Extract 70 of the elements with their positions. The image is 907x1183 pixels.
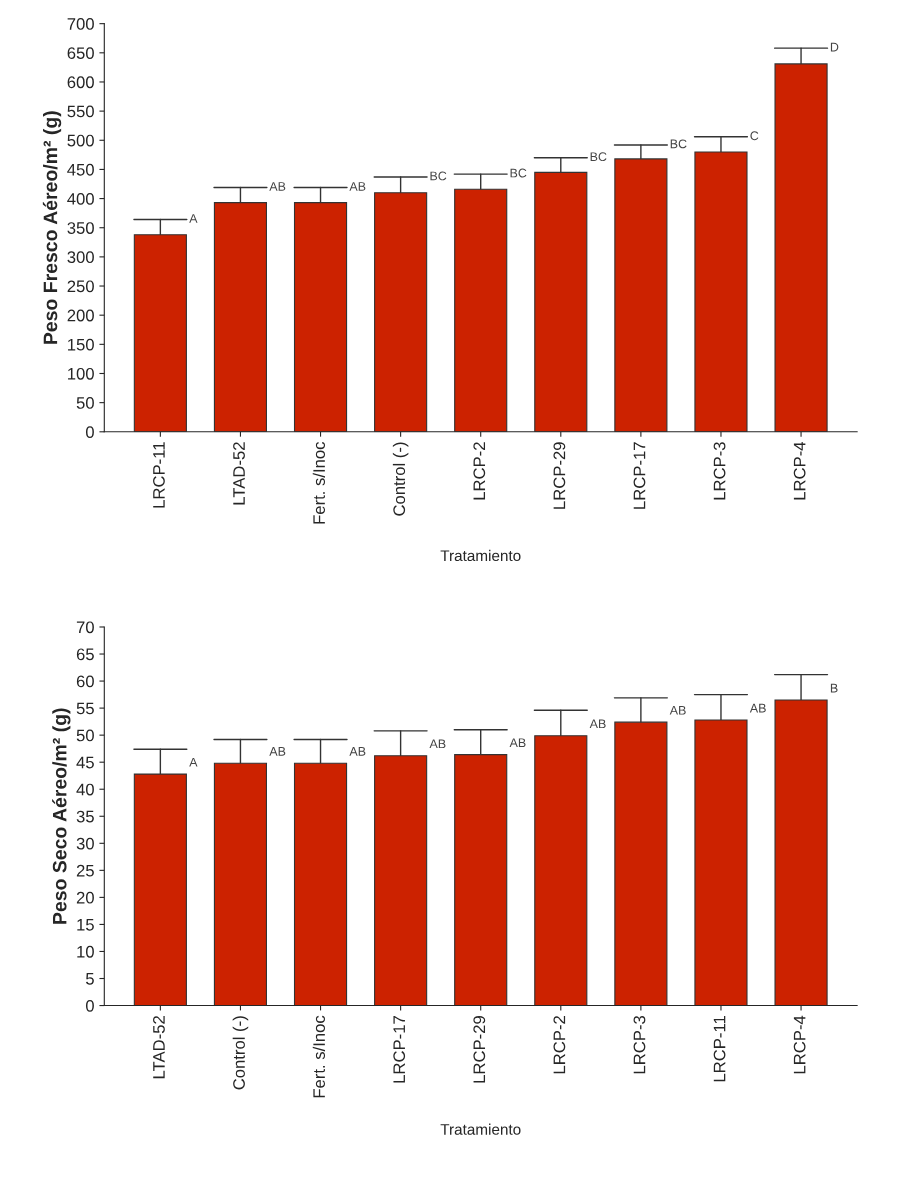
annotation: A: [189, 214, 198, 223]
y-tick-label: 500: [67, 134, 94, 147]
x-tick-label: LRCP-4: [793, 442, 806, 500]
x-tick-label: LRCP-17: [633, 442, 646, 509]
y-tick-label: 350: [67, 222, 94, 234]
annotation: D: [830, 42, 839, 52]
y-tick-label: 0: [85, 426, 94, 438]
annotation: C: [750, 131, 759, 141]
annotation: AB: [349, 747, 366, 756]
y-tick-label: 400: [67, 192, 94, 205]
x-tick-label: Fert. s/Inoc: [312, 1015, 326, 1098]
y-tick-label: 50: [76, 397, 94, 409]
y-tick-label: 650: [67, 47, 94, 60]
x-tick-label: LRCP-2: [473, 442, 486, 500]
y-tick-label: 600: [67, 76, 94, 89]
annotation: AB: [749, 703, 766, 713]
y-tick-label: 100: [68, 367, 94, 380]
y-tick-label: 5: [85, 973, 94, 985]
x-tick-label: LTAD-52: [153, 1016, 165, 1079]
y-tick-label: 250: [67, 280, 94, 293]
y-tick-label: 35: [76, 810, 94, 823]
y-tick-label: 450: [67, 163, 94, 176]
annotation: AB: [349, 182, 366, 191]
x-tick-label: LRCP-3: [713, 442, 726, 500]
annotation: AB: [509, 738, 526, 748]
y-tick-label: 25: [76, 864, 94, 877]
y-tick-label: 15: [77, 919, 94, 931]
y-tick-label: 700: [67, 18, 94, 30]
y-tick-label: 300: [67, 251, 94, 264]
y-tick-label: 40: [76, 783, 94, 796]
x-tick-label: LRCP-4: [793, 1015, 806, 1074]
annotation: AB: [589, 719, 606, 729]
x-tick-label: LRCP-3: [633, 1016, 646, 1074]
annotation: AB: [669, 705, 686, 715]
y-tick-label: 45: [76, 756, 94, 769]
x-tick-label: LRCP-29: [473, 1016, 486, 1083]
annotation: A: [189, 757, 198, 767]
annotation: BC: [510, 168, 527, 178]
x-tick-label: LRCP-29: [553, 442, 566, 509]
annotation: BC: [590, 152, 607, 162]
y-tick-label: 65: [76, 648, 94, 661]
x-axis-title: Tratamiento: [440, 549, 521, 562]
x-tick-label: LTAD-52: [233, 442, 245, 505]
y-tick-label: 200: [67, 309, 94, 322]
annotation: BC: [670, 139, 687, 149]
annotation: AB: [269, 747, 286, 756]
x-tick-label: Fert. s/Inoc: [312, 441, 326, 524]
y-tick-label: 30: [76, 837, 94, 850]
x-tick-label: LRCP-11: [153, 442, 165, 508]
y-axis-title: Peso Seco Aéreo/m² (g): [52, 708, 71, 924]
x-tick-label: LRCP-17: [393, 1016, 406, 1083]
y-tick-label: 0: [85, 999, 94, 1012]
y-tick-label: 20: [76, 891, 94, 904]
y-tick-label: 50: [76, 729, 94, 742]
annotation: BC: [430, 171, 447, 181]
y-tick-label: 10: [77, 945, 94, 958]
y-tick-label: 55: [76, 702, 94, 715]
y-tick-label: 150: [68, 338, 94, 351]
y-axis-title: Peso Fresco Aéreo/m² (g): [42, 111, 62, 344]
x-axis-title: Tratamiento: [440, 1123, 521, 1135]
y-tick-label: 60: [76, 675, 94, 688]
annotation: B: [830, 683, 838, 693]
x-tick-label: LRCP-11: [713, 1016, 726, 1082]
x-tick-label: Control (-): [392, 442, 409, 516]
y-tick-label: 70: [76, 621, 94, 634]
annotation: AB: [429, 739, 446, 749]
annotation: AB: [269, 182, 286, 191]
y-tick-label: 550: [67, 105, 94, 118]
x-tick-label: LRCP-2: [553, 1016, 566, 1074]
x-tick-label: Control (-): [232, 1016, 249, 1090]
